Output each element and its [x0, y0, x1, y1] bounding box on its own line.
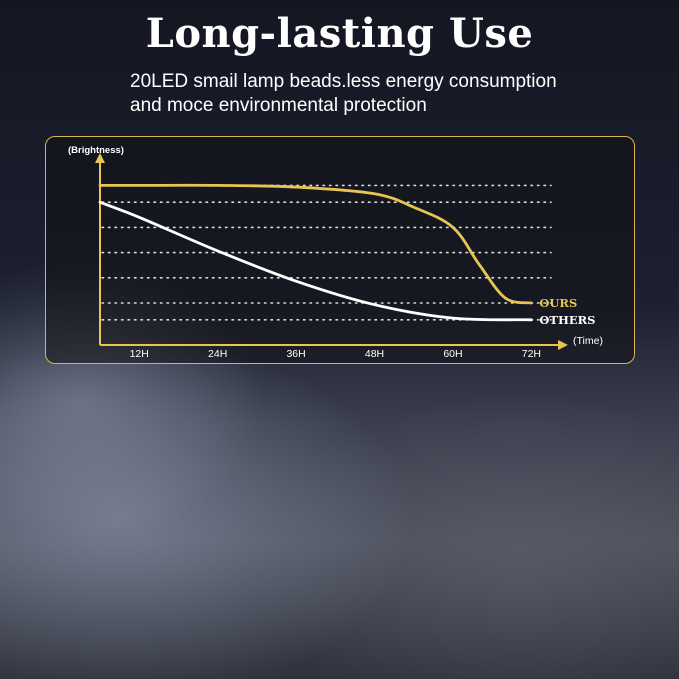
series-line-ours — [98, 183, 533, 305]
chart-panel: (Brightness) (Time) 12H 24H 36H 48H 60H 72H OURS… — [45, 136, 635, 364]
subtitle-line-1: 20LED smail lamp beads.less energy consu… — [130, 71, 557, 92]
y-axis-arrow — [95, 153, 105, 163]
x-axis-label: (Time) — [573, 335, 603, 347]
series-label-ours: OURS — [539, 296, 577, 310]
x-tick-label-3: 48H — [365, 348, 384, 360]
x-tick-label-4: 60H — [443, 348, 462, 360]
x-tick-label-0: 12H — [130, 348, 149, 360]
x-axis-arrow — [558, 340, 568, 350]
headline: Long-lasting Use — [145, 10, 534, 57]
x-tick-label-5: 72H — [522, 348, 541, 360]
series-line-others — [98, 200, 533, 322]
brightness-chart: (Brightness) (Time) 12H 24H 36H 48H 60H 72H OURS… — [68, 145, 603, 360]
subtitle-line-2: and moce environmental protection — [130, 95, 427, 116]
series-label-others: OTHERS — [539, 313, 595, 327]
y-axis-label: (Brightness) — [68, 145, 124, 156]
x-tick-label-1: 24H — [208, 348, 227, 360]
x-tick-label-2: 36H — [286, 348, 305, 360]
